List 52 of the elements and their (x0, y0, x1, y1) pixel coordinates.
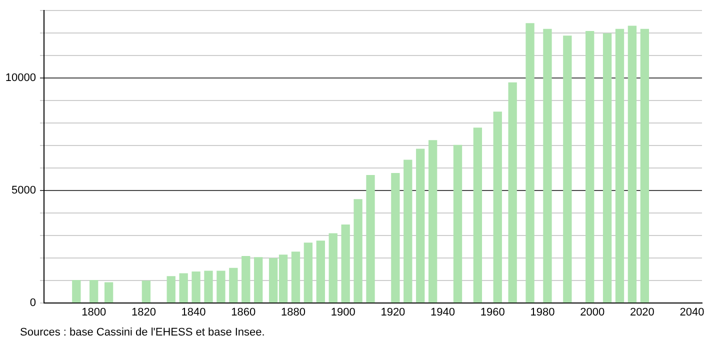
bar (104, 282, 114, 303)
x-tick-label: 1840 (181, 306, 206, 318)
bar (640, 28, 650, 303)
source-note: Sources : base Cassini de l'EHESS et base Insee. (20, 326, 265, 339)
bar (473, 128, 482, 303)
bar (316, 240, 325, 303)
x-tick-label: 1980 (530, 306, 555, 318)
bar (602, 33, 612, 303)
bar (90, 280, 98, 303)
bar (341, 224, 350, 303)
y-tick-label: 5000 (12, 184, 36, 196)
bar (254, 257, 263, 303)
bar (179, 273, 188, 303)
x-tick-label: 2040 (680, 306, 704, 318)
bar (416, 148, 425, 303)
bar (354, 199, 362, 303)
x-tick-label: 1940 (430, 306, 456, 318)
bar (563, 36, 572, 303)
bar (493, 112, 502, 303)
bar (453, 144, 462, 303)
bar (526, 23, 534, 303)
bar (586, 30, 594, 303)
bar (543, 28, 552, 303)
bar (366, 175, 375, 303)
bar (216, 270, 226, 303)
bar (428, 140, 438, 303)
x-tick-label: 1920 (380, 306, 406, 318)
bar (304, 242, 313, 303)
x-tick-label: 1960 (480, 306, 505, 318)
x-tick-label: 1880 (281, 306, 306, 318)
bar (242, 256, 250, 303)
bar (204, 270, 213, 303)
bar (72, 280, 81, 303)
bar (328, 233, 338, 303)
x-tick-label: 2020 (630, 306, 654, 318)
bar (229, 268, 238, 303)
x-tick-label: 1820 (131, 306, 156, 318)
bar (615, 28, 624, 303)
bar (166, 276, 176, 303)
y-tick-label: 10000 (5, 72, 36, 84)
bar (142, 280, 151, 303)
bar (192, 271, 200, 303)
bar (391, 173, 400, 303)
x-tick-label: 1800 (82, 306, 106, 318)
x-tick-label: 2000 (580, 306, 605, 318)
bar (291, 252, 300, 303)
y-tick-label: 0 (30, 296, 36, 309)
bar (628, 26, 637, 303)
bar (404, 160, 412, 303)
x-tick-label: 1900 (330, 306, 356, 318)
bar (508, 82, 517, 303)
x-tick-label: 1860 (231, 306, 256, 318)
